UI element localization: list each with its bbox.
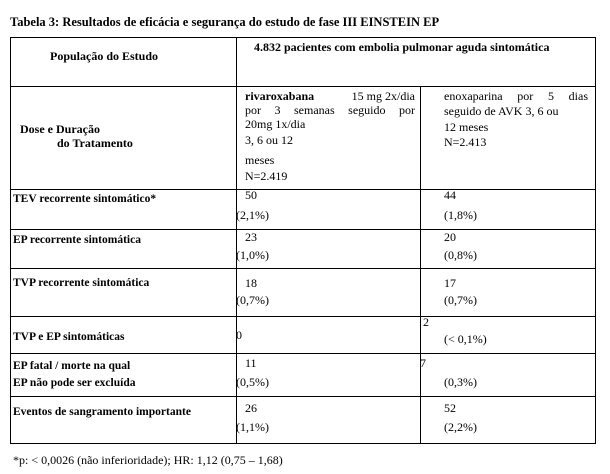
enox-pct: (< 0,1%) xyxy=(444,332,487,346)
enox-pct: (1,8%) xyxy=(444,208,477,222)
row-label-line2: EP não pode ser excluída xyxy=(13,377,136,389)
row-label: Eventos de sangramento importante xyxy=(13,406,191,418)
enoxaparin-n: N=2.413 xyxy=(444,135,487,149)
rivaroxaban-dose-line3: 20mg 1x/dia xyxy=(245,117,306,131)
enox-pct: (0,7%) xyxy=(444,293,477,307)
enoxaparin-dose-line1: enoxaparina por 5 dias xyxy=(444,89,588,103)
riva-count: 11 xyxy=(245,356,257,370)
riva-count: 26 xyxy=(245,401,257,415)
riva-count: 50 xyxy=(245,188,257,202)
rivaroxaban-dose-line1: 15 mg 2x/dia xyxy=(351,89,415,103)
population-label: População do Estudo xyxy=(50,49,159,63)
riva-pct: (2,1%) xyxy=(236,208,269,222)
footnote: *p: < 0,0026 (não inferioridade); HR: 1,… xyxy=(13,453,283,467)
enox-pct: (0,8%) xyxy=(444,248,477,262)
row-label: TVP recorrente sintomática xyxy=(13,277,150,289)
population-value: 4.832 pacientes com embolia pulmonar agu… xyxy=(254,40,550,54)
riva-count: 18 xyxy=(245,276,257,290)
rivaroxaban-n: N=2.419 xyxy=(245,169,288,183)
enox-count: 17 xyxy=(444,276,456,290)
riva-count: 23 xyxy=(245,230,257,244)
row-label: TEV recorrente sintomático* xyxy=(13,193,157,205)
dose-label-line2: do Tratamento xyxy=(57,136,133,150)
enoxaparin-dose-line2: seguido de AVK 3, 6 ou xyxy=(444,104,559,118)
rivaroxaban-dose-line2: por 3 semanas seguido por xyxy=(245,103,415,117)
riva-pct: (1,0%) xyxy=(236,248,269,262)
enoxaparin-dose-line3: 12 meses xyxy=(444,120,489,134)
enox-pct: (2,2%) xyxy=(444,420,477,434)
row-label: EP recorrente sintomática xyxy=(13,234,141,246)
enox-count: 7 xyxy=(420,356,426,370)
row-label: EP fatal / morte na qual xyxy=(13,360,131,372)
riva-pct: (1,1%) xyxy=(236,420,269,434)
enox-pct: (0,3%) xyxy=(444,375,477,389)
riva-pct: (0,5%) xyxy=(236,375,269,389)
riva-count: 0 xyxy=(236,328,242,342)
rivaroxaban-dose-line4: 3, 6 ou 12 xyxy=(245,133,293,147)
riva-pct: (0,7%) xyxy=(236,293,269,307)
enox-count: 52 xyxy=(444,401,456,415)
rivaroxaban-dose-line5: meses xyxy=(245,153,275,167)
row-label: TVP e EP sintomáticas xyxy=(13,331,125,343)
rivaroxaban-name: rivaroxabana xyxy=(245,89,315,103)
enox-count: 2 xyxy=(423,315,429,329)
enox-count: 44 xyxy=(444,188,456,202)
enox-count: 20 xyxy=(444,230,456,244)
dose-label-line1: Dose e Duração xyxy=(20,122,100,136)
table-title: Tabela 3: Resultados de eficácia e segur… xyxy=(10,15,440,29)
